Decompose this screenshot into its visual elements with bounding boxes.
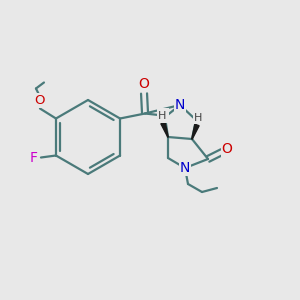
Text: N: N [158,109,168,122]
Text: O: O [35,94,45,107]
Text: H: H [194,113,202,123]
Polygon shape [161,122,168,137]
Text: H: H [158,111,166,121]
Text: O: O [222,142,232,156]
Text: O: O [139,77,149,92]
Text: N: N [180,161,190,175]
Polygon shape [192,124,199,139]
Text: F: F [30,151,38,164]
Text: N: N [175,98,185,112]
